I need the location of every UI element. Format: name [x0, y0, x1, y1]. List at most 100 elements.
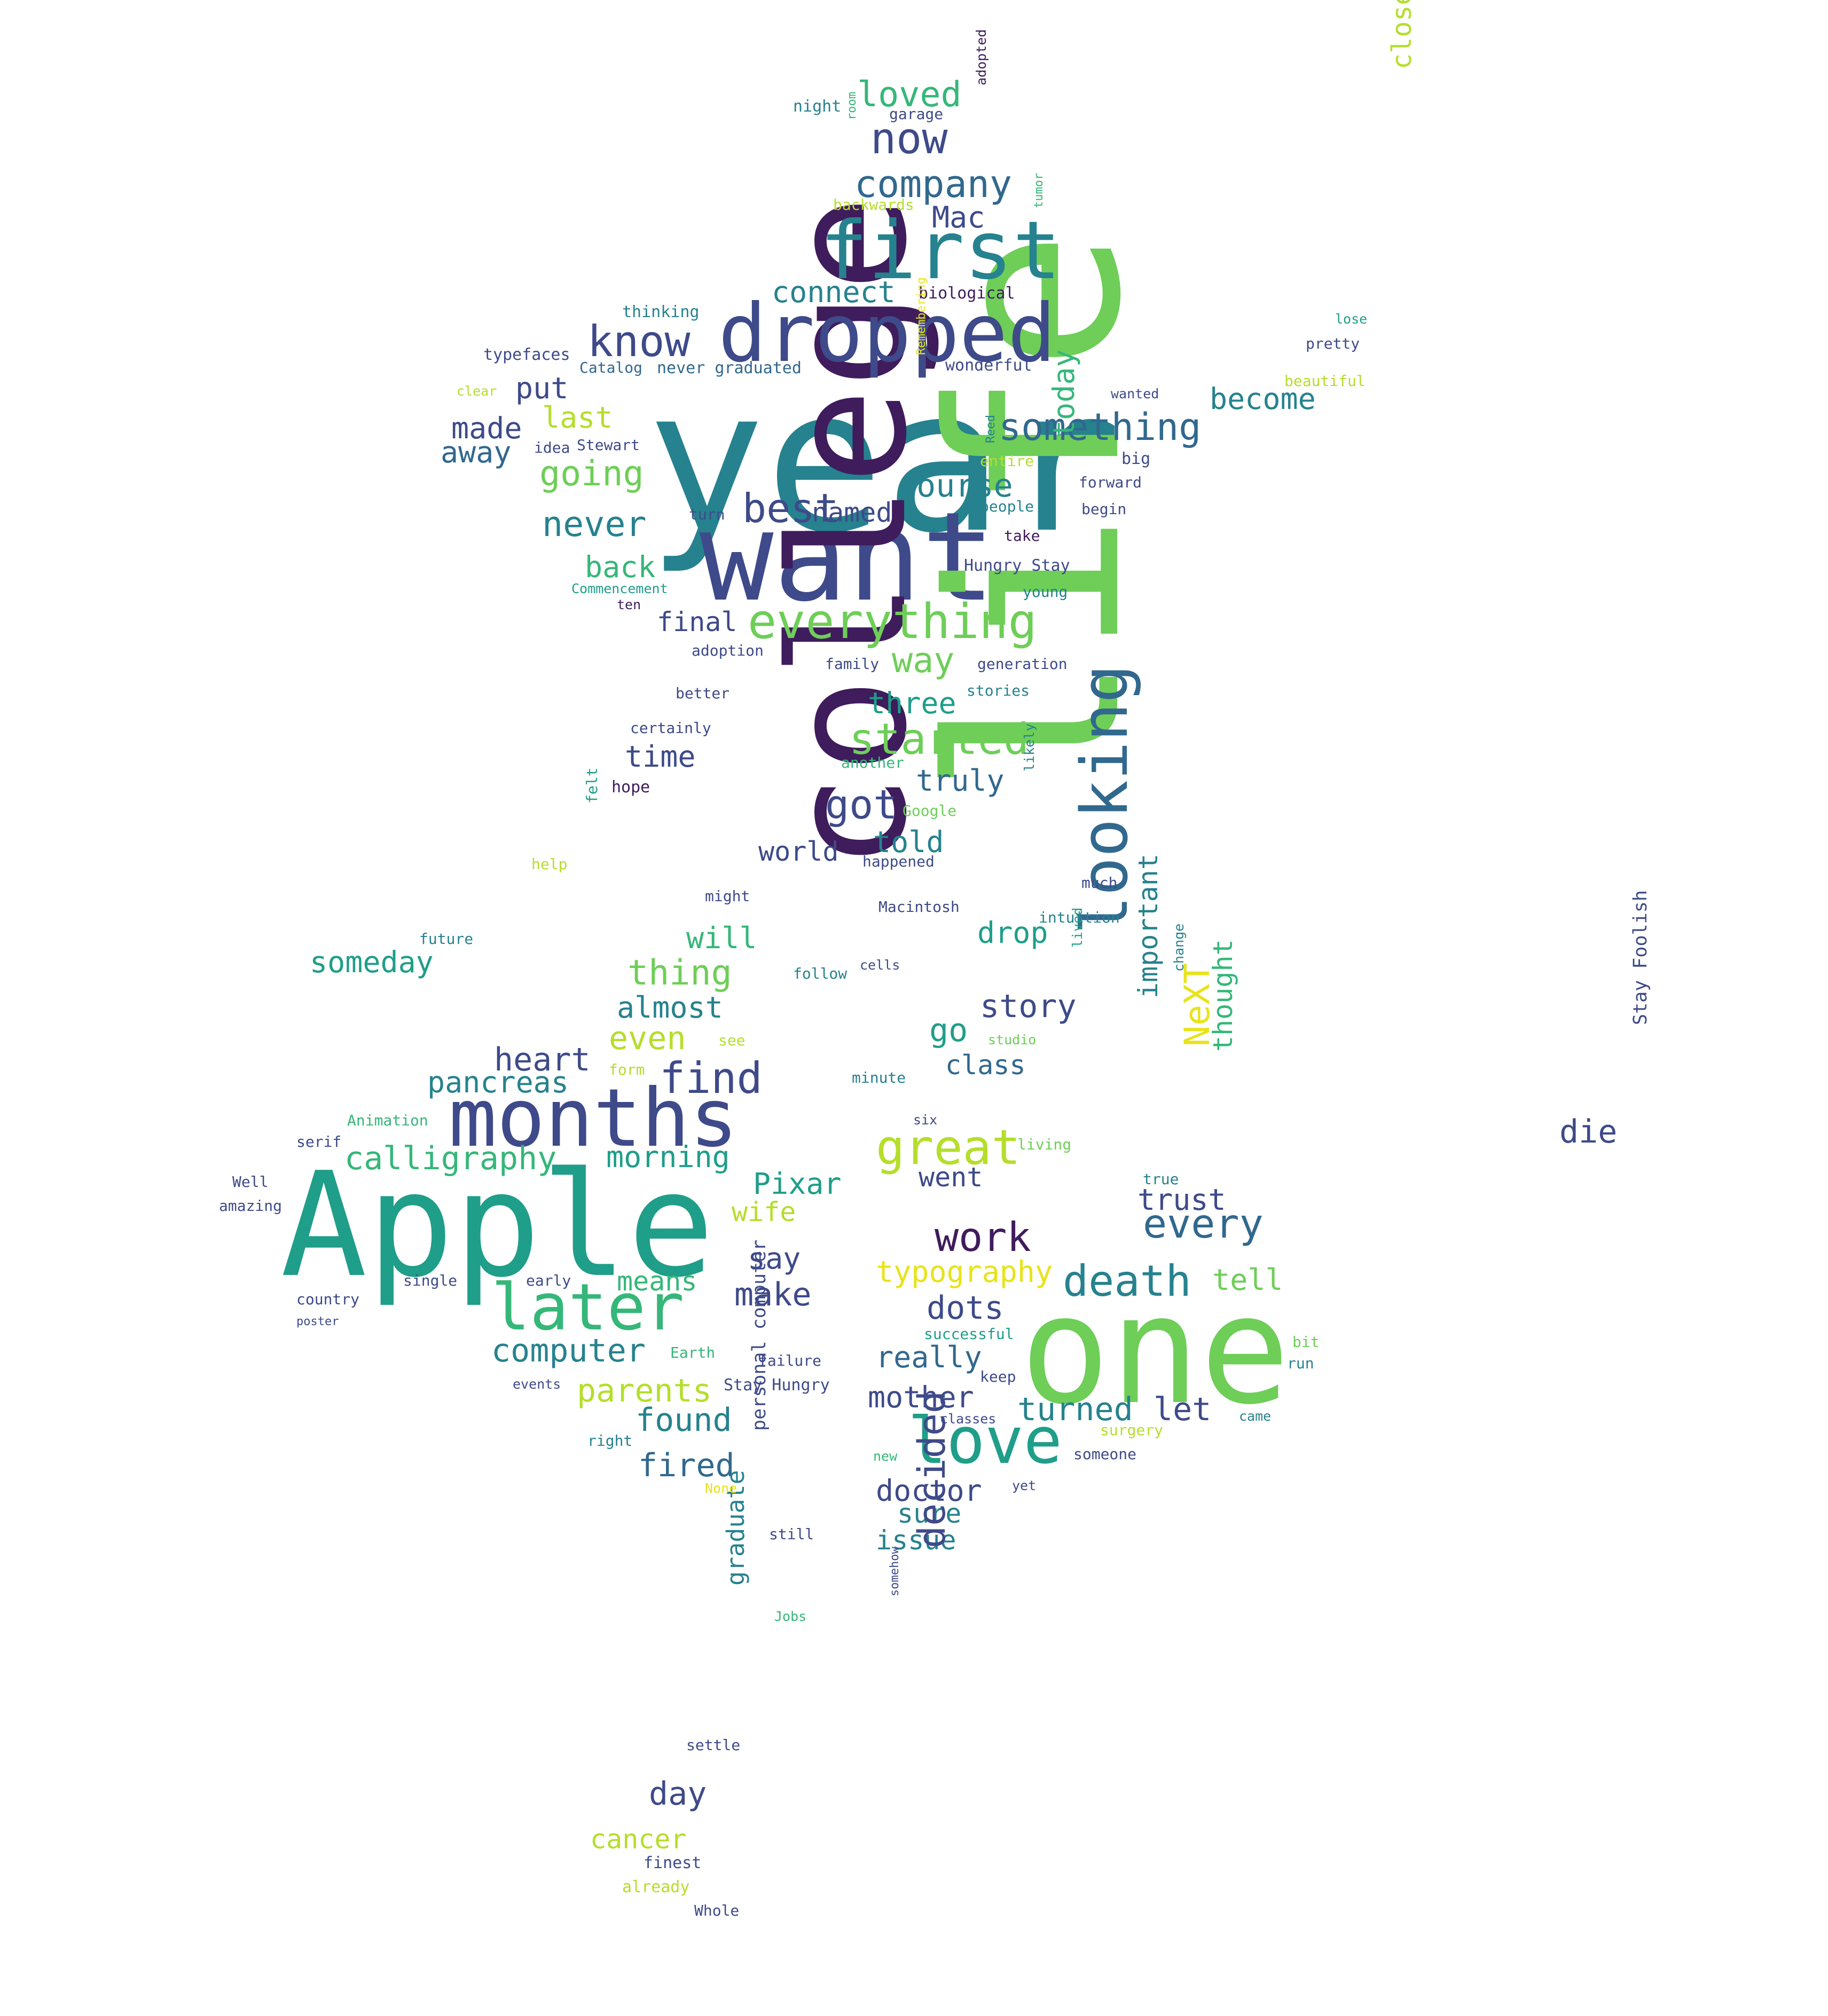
word-story: story	[980, 988, 1077, 1025]
word-begin: begin	[1081, 500, 1127, 518]
word-much: much	[1081, 874, 1118, 892]
word-stay-foolish: Stay Foolish	[1630, 890, 1651, 1025]
word-someone: someone	[1073, 1445, 1137, 1463]
word-pancreas: pancreas	[427, 1065, 569, 1099]
word-certainly: certainly	[630, 719, 711, 737]
word-turned: turned	[1017, 1391, 1133, 1428]
word-every: every	[1143, 1200, 1264, 1247]
word-commencement: Commencement	[571, 581, 668, 596]
word-none: None	[705, 1480, 738, 1496]
word-dots: dots	[927, 1289, 1004, 1327]
word-got: got	[825, 781, 898, 828]
word-someday: someday	[310, 945, 434, 979]
word-calligraphy: calligraphy	[344, 1140, 557, 1177]
word-course: course	[897, 467, 1013, 505]
word-take: take	[1004, 527, 1040, 545]
word-even: even	[609, 1020, 686, 1057]
word-connect: connect	[772, 275, 896, 309]
word-intuition: intuition	[1039, 909, 1120, 926]
word-somehow: somehow	[888, 1547, 901, 1596]
word-important: important	[1133, 854, 1164, 998]
word-form: form	[609, 1061, 645, 1078]
word-back: back	[585, 550, 656, 584]
word-google: Google	[903, 802, 957, 820]
word-first: first	[820, 204, 1061, 297]
word-months: months	[449, 1072, 738, 1165]
word-stay-hungry: Stay Hungry	[724, 1376, 830, 1395]
word-computer: computer	[491, 1332, 646, 1369]
word-later: later	[491, 1271, 685, 1345]
word-six: six	[913, 1112, 938, 1128]
word-single: single	[403, 1272, 458, 1289]
word-stewart: Stewart	[577, 436, 640, 454]
word-closest: closest	[1386, 0, 1417, 69]
word-hope: hope	[611, 778, 650, 797]
word-room: room	[845, 92, 859, 120]
word-typefaces: typefaces	[483, 345, 570, 364]
word-thought: thought	[1207, 939, 1238, 1052]
word-surgery: surgery	[1100, 1421, 1164, 1439]
word-find: find	[660, 1053, 763, 1103]
word-backwards: backwards	[833, 196, 914, 214]
word-garage: garage	[889, 105, 944, 123]
word-dropped: dropped	[718, 287, 1056, 380]
word-living: living	[1017, 1136, 1072, 1153]
word-country: country	[296, 1290, 360, 1308]
word-pixar: Pixar	[753, 1167, 842, 1201]
word-early: early	[526, 1272, 571, 1289]
word-will: will	[686, 921, 757, 955]
word-something: something	[999, 405, 1202, 449]
word-already: already	[622, 1878, 690, 1896]
word-events: events	[513, 1376, 561, 1392]
word-ten: ten	[617, 597, 641, 612]
word-might: might	[705, 887, 750, 905]
word-people: people	[980, 498, 1034, 515]
word-thing: thing	[627, 953, 732, 993]
word-bit: bit	[1292, 1333, 1320, 1351]
word-see: see	[718, 1031, 746, 1049]
word-earth: Earth	[670, 1344, 716, 1361]
word-wanted: wanted	[1111, 386, 1159, 401]
word-tell: tell	[1212, 1263, 1283, 1297]
word-studio: studio	[988, 1032, 1037, 1048]
word-yet: yet	[1012, 1478, 1037, 1493]
word-really: really	[876, 1340, 982, 1374]
word-made: made	[451, 411, 522, 445]
word-never: never	[542, 505, 647, 545]
word-adopted: adopted	[974, 29, 989, 85]
word-clear: clear	[457, 383, 497, 399]
word-day: day	[649, 1775, 707, 1813]
word-settle: settle	[686, 1736, 741, 1754]
word-loved: loved	[857, 75, 962, 115]
word-final: final	[657, 607, 738, 637]
word-means: means	[617, 1266, 697, 1297]
word-make: make	[734, 1276, 812, 1313]
word-adoption: adoption	[692, 642, 764, 659]
word-hungry-stay: Hungry Stay	[964, 556, 1070, 575]
word-drop: drop	[977, 916, 1048, 950]
word-big: big	[1121, 450, 1151, 468]
word-time: time	[625, 739, 696, 774]
word-idea: idea	[534, 439, 570, 456]
word-run: run	[1287, 1354, 1314, 1372]
word-lived: lived	[1070, 907, 1085, 948]
word-catalog: Catalog	[579, 359, 643, 376]
word-classes: classes	[940, 1411, 997, 1427]
word-better: better	[676, 684, 730, 702]
word-found: found	[636, 1401, 732, 1439]
word-remembering: Remembering	[915, 277, 928, 355]
word-sure: sure	[897, 1498, 962, 1529]
word-death: death	[1063, 1256, 1191, 1306]
word-company: company	[854, 162, 1013, 206]
word-biological: biological	[919, 284, 1015, 303]
word-poster: poster	[296, 1315, 339, 1328]
word-family: family	[825, 655, 880, 673]
word-well: Well	[232, 1173, 269, 1191]
word-truly: truly	[916, 763, 1005, 798]
word-failure: failure	[758, 1352, 822, 1369]
word-almost: almost	[617, 990, 723, 1025]
word-mac: Mac	[932, 200, 985, 234]
word-future: future	[419, 930, 474, 948]
word-one: one	[1020, 1264, 1290, 1438]
word-successful: successful	[924, 1325, 1014, 1343]
